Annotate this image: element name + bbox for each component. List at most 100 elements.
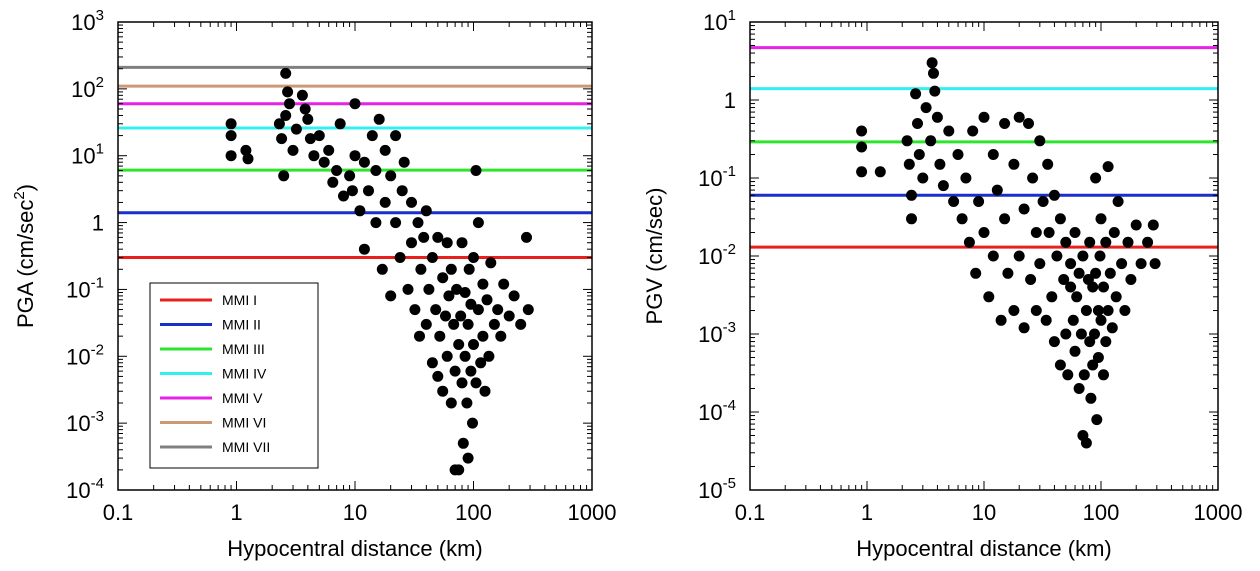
data-point	[903, 158, 915, 170]
data-point	[225, 118, 237, 130]
data-point	[370, 165, 382, 176]
data-point	[1130, 219, 1142, 231]
legend-label: MMI III	[222, 341, 265, 357]
data-point	[1046, 291, 1058, 303]
data-point	[457, 437, 469, 449]
data-point	[440, 310, 451, 322]
data-point	[1018, 203, 1030, 215]
data-point	[991, 184, 1003, 196]
data-point	[1122, 236, 1134, 248]
data-point	[441, 350, 453, 362]
x-axis-title: Hypocentral distance (km)	[227, 536, 483, 561]
data-point	[470, 377, 482, 389]
x-tick-label: 10	[972, 500, 996, 525]
data-point	[462, 318, 474, 330]
data-point	[929, 85, 941, 97]
data-point	[1043, 227, 1055, 238]
data-point	[448, 318, 460, 330]
data-point	[313, 130, 325, 142]
data-point	[370, 217, 382, 229]
data-point	[508, 290, 520, 302]
data-point	[1013, 111, 1025, 123]
data-point	[973, 196, 985, 207]
data-point	[503, 310, 515, 322]
data-point	[1075, 328, 1087, 340]
data-point	[913, 149, 925, 160]
data-point	[1095, 213, 1107, 225]
data-point	[1112, 196, 1124, 207]
data-point	[1092, 305, 1104, 316]
data-point	[449, 365, 461, 377]
data-point	[412, 217, 424, 229]
data-point	[1098, 281, 1109, 293]
data-point	[346, 185, 358, 197]
data-point	[1149, 258, 1161, 270]
data-point	[999, 118, 1011, 129]
data-point	[498, 278, 510, 290]
data-point	[1002, 267, 1014, 279]
data-point	[934, 158, 946, 170]
y-axis-title: PGA (cm/sec2)	[11, 184, 38, 328]
data-point	[358, 243, 370, 255]
data-point	[455, 310, 467, 322]
data-point	[344, 170, 356, 182]
data-point	[1106, 322, 1118, 334]
data-point	[1065, 258, 1077, 270]
data-point	[874, 166, 886, 178]
data-point	[1102, 305, 1114, 316]
data-point	[1078, 369, 1090, 381]
y-tick-label: 1	[724, 88, 736, 113]
data-point	[453, 339, 465, 350]
data-point	[1069, 345, 1081, 357]
x-tick-label: 100	[455, 500, 492, 525]
y-tick-label: 101	[71, 141, 104, 169]
data-point	[418, 231, 430, 243]
data-point	[485, 257, 497, 269]
data-point	[304, 133, 316, 145]
data-point	[1084, 236, 1096, 248]
data-point	[912, 118, 923, 129]
x-tick-label: 1000	[1194, 500, 1243, 525]
data-point	[1058, 274, 1070, 285]
data-point	[308, 150, 320, 162]
data-point	[906, 213, 917, 225]
data-point	[1135, 258, 1147, 270]
data-point	[999, 213, 1011, 225]
data-point	[1034, 135, 1046, 147]
y-tick-label: 10-5	[698, 475, 736, 503]
y-tick-label: 1	[92, 211, 104, 236]
y-tick-label: 10-4	[698, 397, 736, 425]
data-point	[943, 125, 955, 137]
data-point	[917, 172, 929, 184]
data-point	[414, 330, 425, 342]
data-point	[1030, 305, 1042, 316]
data-point	[483, 350, 495, 362]
data-point	[479, 385, 491, 397]
plot-frame	[117, 21, 593, 491]
x-tick-label: 10	[343, 500, 367, 525]
data-point	[467, 417, 478, 429]
data-point	[276, 133, 288, 145]
data-point	[426, 252, 438, 263]
legend-box	[149, 282, 319, 469]
data-point	[492, 304, 504, 316]
data-point	[472, 217, 484, 229]
x-tick-label: 1	[861, 500, 873, 525]
data-point	[273, 118, 285, 130]
data-point	[475, 357, 487, 369]
axis-ticks	[749, 22, 1218, 491]
data-point	[1062, 369, 1074, 381]
data-point	[278, 170, 290, 182]
data-point	[423, 283, 435, 295]
data-point	[956, 213, 968, 225]
legend-label: MMI V	[222, 390, 263, 406]
data-point	[952, 149, 964, 160]
threshold-lines	[118, 65, 592, 260]
data-points	[856, 57, 1161, 449]
data-point	[426, 357, 438, 369]
data-point	[1060, 328, 1072, 340]
y-tick-label: 103	[71, 7, 104, 35]
data-point	[1008, 305, 1020, 316]
data-point	[338, 190, 349, 202]
legend-label: MMI I	[222, 292, 257, 308]
